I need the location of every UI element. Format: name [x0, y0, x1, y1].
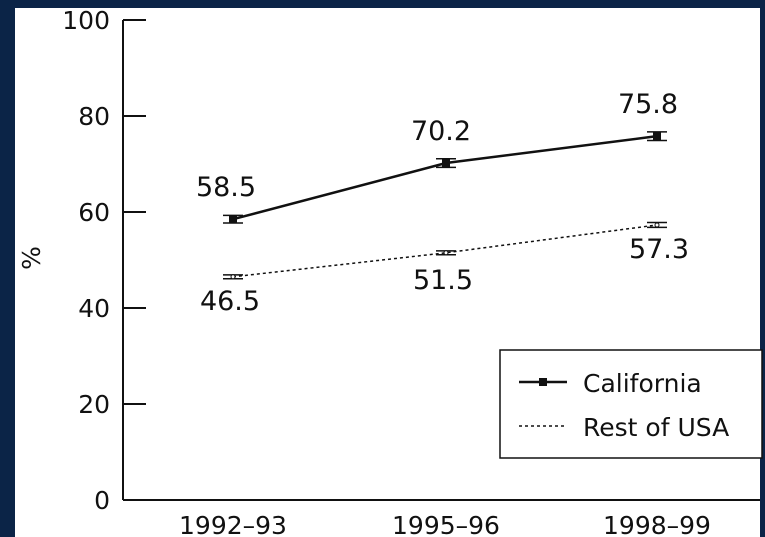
y-tick-label: 100: [62, 6, 110, 35]
data-point: [653, 132, 661, 141]
legend-marker-california: [539, 378, 547, 386]
series-layer: [223, 131, 667, 280]
y-tick-label: 40: [78, 294, 110, 323]
y-tick-label: 80: [78, 102, 110, 131]
data-point: [654, 222, 660, 228]
y-ticks: 0 20 40 60 80 100: [62, 6, 146, 515]
y-tick-label: 60: [78, 198, 110, 227]
y-tick-label: 20: [78, 390, 110, 419]
legend-label-rest-of-usa: Rest of USA: [583, 413, 729, 442]
data-label: 57.3: [629, 234, 689, 265]
data-label: 75.8: [618, 89, 678, 120]
legend: California Rest of USA: [499, 349, 763, 459]
data-labels: 58.5 70.2 75.8 46.5 51.5 57.3: [196, 89, 689, 317]
x-ticks: 1992–93 1995–96 1998–99: [179, 511, 711, 537]
data-label: 51.5: [413, 265, 473, 296]
data-label: 46.5: [200, 286, 260, 317]
x-tick-label: 1995–96: [392, 511, 500, 537]
series-line-california: [232, 134, 658, 221]
data-point: [229, 215, 237, 224]
data-label: 70.2: [411, 116, 471, 147]
y-tick-label: 0: [94, 486, 110, 515]
x-tick-label: 1998–99: [603, 511, 711, 537]
data-point: [230, 274, 236, 280]
x-tick-label: 1992–93: [179, 511, 287, 537]
data-label: 58.5: [196, 172, 256, 203]
legend-label-california: California: [583, 369, 702, 398]
legend-box: [499, 349, 763, 459]
data-point: [442, 159, 450, 168]
data-point: [443, 250, 449, 256]
y-axis-title: %: [17, 246, 46, 270]
series-line-rest-of-usa: [232, 224, 658, 278]
